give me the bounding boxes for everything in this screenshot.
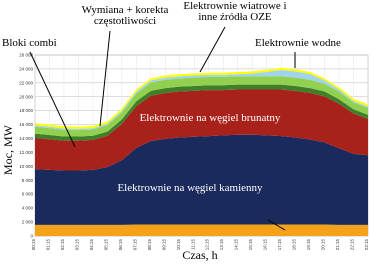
x-tick-label: 10:15: [176, 239, 181, 251]
annotation: Wymiana + korekta częstotliwości: [81, 4, 169, 27]
x-tick-label: 20:15: [321, 239, 326, 251]
x-tick-label: 22:15: [350, 239, 355, 251]
y-tick-label: 18 000: [19, 108, 33, 113]
area: [35, 76, 368, 137]
annotation: Elektrownie na węgiel brunatny: [139, 112, 281, 124]
arrow: [99, 30, 111, 127]
x-tick-label: 14:15: [234, 239, 239, 251]
y-tick-label: 6 000: [22, 192, 34, 197]
x-tick-label: 03:15: [74, 239, 79, 251]
area: [35, 69, 368, 131]
x-tick-label: 21:15: [335, 239, 340, 251]
annotation: Bloki combi: [2, 37, 57, 49]
x-tick-label: 13:15: [219, 239, 224, 251]
y-tick-label: 0: [30, 234, 33, 239]
y-tick-label: 26 000: [19, 53, 33, 58]
annotation: Elektrownie na węgiel kamienny: [117, 182, 263, 194]
arrow: [29, 51, 76, 148]
annotation: Elektrownie przemysłowe: [147, 210, 263, 222]
area: [35, 84, 368, 141]
x-tick-label: 00:15: [31, 239, 36, 251]
y-tick-label: 22 000: [19, 80, 33, 85]
y-tick-label: 24 000: [19, 66, 33, 71]
annotation: Elektrownie wodne: [255, 37, 341, 49]
x-axis-label: Czas, h: [182, 248, 217, 262]
y-tick-label: 16 000: [19, 122, 33, 127]
y-tick-label: 4 000: [22, 206, 34, 211]
area: [35, 89, 368, 171]
x-tick-label: 04:15: [89, 239, 94, 251]
x-tick-label: 08:15: [147, 239, 152, 251]
arrow: [267, 219, 286, 231]
y-tick-label: 2 000: [22, 220, 34, 225]
x-tick-label: 19:15: [306, 239, 311, 251]
area: [35, 224, 368, 236]
y-tick-label: 14 000: [19, 136, 33, 141]
x-tick-label: 07:15: [132, 239, 137, 251]
area: [35, 134, 368, 225]
x-tick-label: 09:15: [161, 239, 166, 251]
arrow: [199, 26, 226, 73]
y-tick-label: 12 000: [19, 150, 33, 155]
annotation: Elektrownie wiatrowe i inne źródła OZE: [183, 0, 287, 23]
arrows: [29, 26, 296, 231]
x-tick-label: 11:15: [190, 239, 195, 250]
y-tick-label: 10 000: [19, 164, 33, 169]
x-tick-label: 05:15: [103, 239, 108, 251]
x-tick-label: 15:15: [248, 239, 253, 251]
x-tick-label: 06:15: [118, 239, 123, 251]
y-axis-label: Moc, MW: [1, 124, 15, 175]
y-tick-label: 8 000: [22, 178, 34, 183]
area: [35, 67, 368, 129]
x-tick-label: 01:15: [45, 239, 50, 251]
x-tick-label: 17:15: [277, 239, 282, 251]
y-tick-label: 20 000: [19, 94, 33, 99]
x-tick-label: 02:15: [60, 239, 65, 251]
x-tick-label: 16:15: [263, 239, 268, 251]
x-tick-label: 12:15: [205, 239, 210, 251]
x-tick-label: 23:15: [364, 239, 369, 251]
x-tick-label: 18:15: [292, 239, 297, 251]
